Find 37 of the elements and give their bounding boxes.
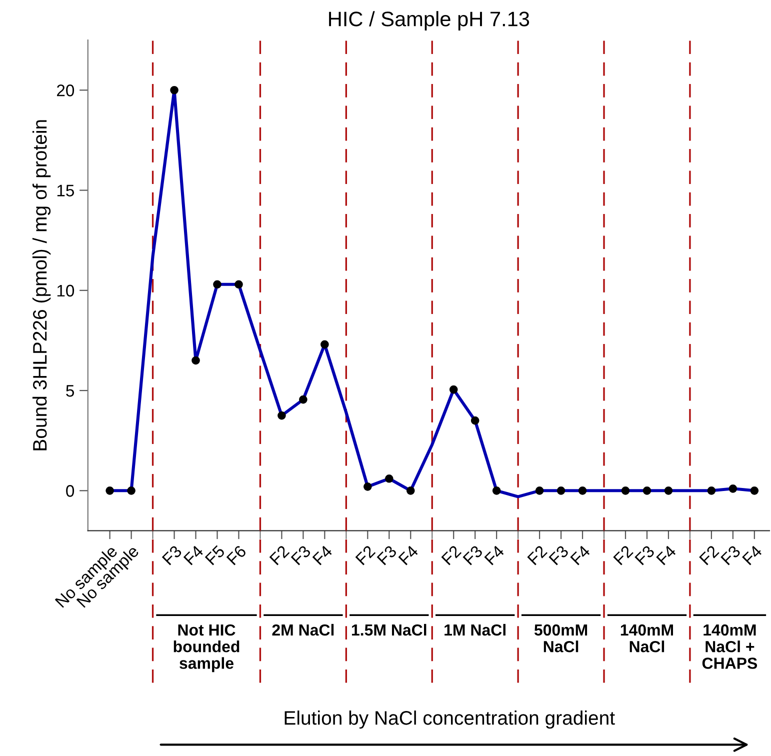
x-tick-label: F5 xyxy=(204,544,226,566)
text: 140mM NaCl + CHAPS xyxy=(702,624,758,669)
x-tick-label: F3 xyxy=(290,544,312,566)
x-tick-label: F4 xyxy=(742,544,763,566)
y-tick-label: 5 xyxy=(66,385,74,397)
x-tick-label: F2 xyxy=(355,544,376,566)
x-tick-label: F3 xyxy=(634,544,656,566)
x-tick-label: F3 xyxy=(548,544,570,566)
x-tick-label: F2 xyxy=(269,544,290,566)
x-tick-label: F4 xyxy=(183,544,204,566)
x-tick-label: F3 xyxy=(162,544,182,566)
text: 140mM NaCl xyxy=(620,624,673,652)
text: Not HIC bounded sample xyxy=(174,624,240,672)
x-tick-label: F3 xyxy=(376,544,398,566)
x-tick-label: F4 xyxy=(484,544,505,566)
x-tick-label: F4 xyxy=(312,544,333,566)
chart-title: HIC / Sample pH 7.13 xyxy=(329,11,530,30)
text: Elution by NaCl concentration gradient xyxy=(284,710,615,729)
text: 2M NaCl xyxy=(272,624,334,636)
y-tick-label: 10 xyxy=(57,284,74,297)
x-tick-label: F2 xyxy=(613,544,634,566)
text: 1M NaCl xyxy=(444,624,506,636)
text: 500mM NaCl xyxy=(534,624,588,652)
y-tick-label: 20 xyxy=(57,84,74,96)
x-tick-label: F3 xyxy=(720,544,742,566)
x-tick-label: F4 xyxy=(570,544,591,566)
x-tick-label: F4 xyxy=(656,544,677,566)
y-tick-label: 15 xyxy=(57,184,74,196)
y-tick-label: 0 xyxy=(66,485,74,497)
x-tick-label: F3 xyxy=(462,544,484,566)
x-tick-label: F2 xyxy=(527,544,548,566)
x-tick-label: F6 xyxy=(226,544,247,566)
x-tick-label: F2 xyxy=(698,544,720,566)
x-tick-label: F2 xyxy=(441,544,462,566)
y-axis-title: Bound 3HLP226 (pmol) / mg of protein xyxy=(32,120,51,450)
x-tick-label: F4 xyxy=(398,544,419,566)
text: 1.5M NaCl xyxy=(352,624,426,636)
